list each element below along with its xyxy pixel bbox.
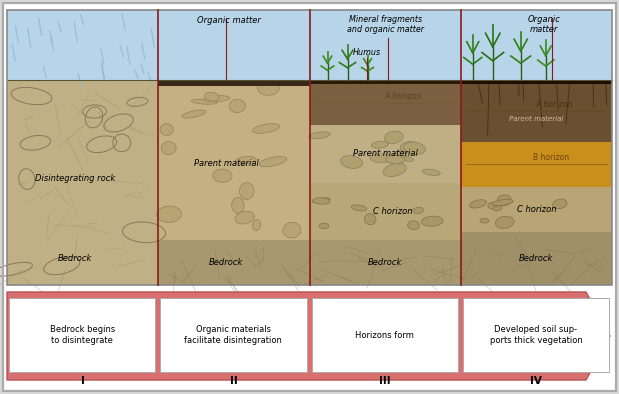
Text: Bedrock: Bedrock [368,258,402,267]
Bar [9,298,155,372]
Ellipse shape [498,195,511,206]
Ellipse shape [204,96,230,102]
Bar [310,10,461,80]
Text: A horizon: A horizon [385,91,422,100]
Ellipse shape [393,151,407,159]
Bar [7,10,612,285]
Ellipse shape [283,222,301,238]
Text: Bedrock: Bedrock [209,258,243,267]
Text: Organic materials
facilitate disintegration: Organic materials facilitate disintegrat… [184,325,282,345]
Text: IV: IV [530,376,542,386]
Polygon shape [7,292,610,380]
Bar [461,80,612,141]
Ellipse shape [232,197,244,213]
Ellipse shape [408,221,420,230]
Ellipse shape [313,198,330,204]
Bar [160,298,306,372]
Bar [463,298,609,372]
Ellipse shape [383,164,407,177]
Ellipse shape [371,141,389,148]
Ellipse shape [370,154,393,162]
Ellipse shape [413,207,423,214]
Text: II: II [230,376,238,386]
Ellipse shape [240,182,254,199]
Text: Bedrock: Bedrock [519,254,553,263]
Text: Disintegrating rock: Disintegrating rock [35,174,115,183]
Ellipse shape [469,200,487,208]
Text: Organic
matter: Organic matter [527,15,560,34]
Text: Bedrock begins
to disintegrate: Bedrock begins to disintegrate [50,325,115,345]
Ellipse shape [400,141,417,152]
Bar [158,10,310,80]
Bar [461,10,612,80]
Ellipse shape [258,81,279,95]
Bar [158,240,310,285]
Text: Parent material: Parent material [509,116,563,122]
Ellipse shape [235,211,254,224]
Bar [311,298,457,372]
Ellipse shape [259,156,287,167]
Text: I: I [80,376,85,386]
Ellipse shape [319,223,329,229]
Ellipse shape [404,142,425,154]
Ellipse shape [191,99,217,104]
Ellipse shape [253,219,261,230]
Ellipse shape [553,199,567,209]
Text: III: III [379,376,391,386]
Ellipse shape [493,206,502,211]
Ellipse shape [205,92,219,101]
Ellipse shape [365,214,376,225]
Ellipse shape [386,156,405,164]
Text: Parent material: Parent material [194,159,259,168]
Text: Organic matter: Organic matter [197,16,261,25]
Text: Developed soil sup-
ports thick vegetation: Developed soil sup- ports thick vegetati… [490,325,582,345]
Text: A horizon: A horizon [537,100,573,109]
Ellipse shape [422,216,443,226]
Ellipse shape [213,169,232,182]
Ellipse shape [235,156,256,164]
Ellipse shape [182,110,206,118]
Text: Horizons form: Horizons form [355,331,414,340]
Bar [461,232,612,285]
Bar [310,182,461,240]
Bar [310,80,461,84]
Ellipse shape [480,218,489,223]
Bar [461,141,612,187]
Bar [461,187,612,232]
Text: Humus: Humus [353,48,381,57]
Ellipse shape [253,124,280,133]
Bar [310,240,461,285]
Ellipse shape [400,156,413,162]
Bar [7,10,158,80]
Ellipse shape [157,206,181,223]
Bar [158,80,310,240]
Text: C horizon: C horizon [373,207,412,216]
Ellipse shape [312,198,330,203]
Ellipse shape [160,124,173,136]
Ellipse shape [309,132,330,139]
Bar [310,80,461,125]
Ellipse shape [229,99,245,113]
Ellipse shape [491,199,513,206]
Text: B horizon: B horizon [534,153,569,162]
Ellipse shape [161,141,176,154]
Ellipse shape [495,216,514,229]
Bar [158,80,310,86]
Bar [461,80,612,84]
Ellipse shape [340,156,363,168]
Bar [310,125,461,182]
Bar [7,80,158,285]
Ellipse shape [488,203,496,209]
Ellipse shape [352,205,367,211]
Ellipse shape [384,131,403,143]
Text: Parent material: Parent material [353,149,418,158]
Ellipse shape [422,169,440,175]
Text: Mineral fragments
and organic matter: Mineral fragments and organic matter [347,15,423,34]
Text: C horizon: C horizon [517,204,556,214]
Text: Bedrock: Bedrock [58,254,92,263]
